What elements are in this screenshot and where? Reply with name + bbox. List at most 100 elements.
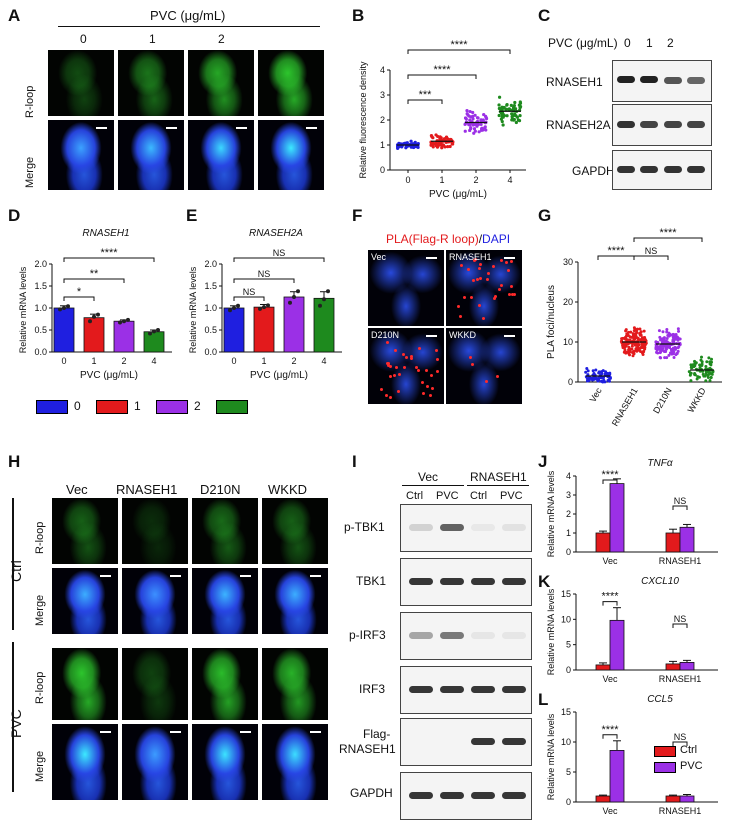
- band: [687, 121, 705, 128]
- data-point: [665, 330, 669, 334]
- data-point: [483, 125, 487, 129]
- x-axis-label: PVC (μg/mL): [429, 189, 487, 200]
- significance-bracket: [672, 623, 688, 628]
- y-tick-label: 4: [566, 471, 571, 481]
- band: [687, 77, 705, 84]
- y-tick-label: 3: [380, 90, 385, 100]
- band: [617, 166, 635, 173]
- panel-label-i: I: [352, 452, 357, 471]
- y-tick-label: 2.0: [204, 259, 217, 269]
- y-axis-label: Relative mRNA levels: [546, 713, 556, 800]
- pla-focus: [485, 380, 489, 384]
- pla-focus: [435, 369, 439, 373]
- panel-c-title: PVC (μg/mL): [548, 36, 618, 50]
- legend-label-2: 2: [194, 399, 201, 413]
- y-axis-label: Relative mRNA levels: [546, 470, 556, 557]
- pla-focus: [415, 365, 419, 369]
- data-point: [512, 118, 516, 122]
- data-point: [148, 331, 152, 336]
- data-point: [468, 118, 472, 122]
- y-tick-label: 1.5: [204, 281, 217, 291]
- panel-a-dose-2: 2: [218, 32, 225, 46]
- significance-label: ****: [433, 64, 451, 76]
- data-point: [673, 347, 677, 351]
- panel-f-label-d210n: D210N: [371, 330, 400, 340]
- significance-bracket: [233, 296, 265, 301]
- data-point: [482, 112, 486, 117]
- data-point: [665, 336, 669, 340]
- data-point: [96, 312, 100, 317]
- data-point: [635, 327, 639, 331]
- band: [502, 738, 526, 745]
- data-point: [661, 330, 665, 334]
- data-point: [602, 376, 606, 380]
- bar: [283, 296, 305, 353]
- panel-i-label-gapdh: GAPDH: [350, 786, 393, 800]
- x-tick-label: WKKD: [686, 386, 708, 415]
- panel-a-dose-0: 0: [80, 32, 87, 46]
- y-axis-label: Relative fluorescence density: [358, 61, 368, 179]
- data-point: [641, 352, 645, 356]
- data-point: [607, 378, 611, 382]
- bar-pvc: [679, 526, 695, 553]
- y-tick-label: 15: [561, 707, 571, 717]
- panel-label-d: D: [8, 206, 21, 225]
- data-point: [708, 371, 712, 375]
- data-point: [699, 358, 703, 362]
- bar-pvc: [609, 619, 625, 671]
- data-point: [504, 107, 509, 111]
- data-point: [693, 371, 697, 375]
- significance-label: NS: [674, 614, 687, 624]
- data-point: [627, 338, 631, 342]
- significance-label: NS: [243, 287, 256, 297]
- panel-a-dose-1: 1: [149, 32, 156, 46]
- data-point: [632, 335, 636, 339]
- scale-bar: [310, 731, 321, 733]
- significance-bracket: [633, 255, 669, 260]
- significance-label: NS: [258, 269, 271, 279]
- pla-focus: [507, 293, 511, 297]
- significance-label: NS: [674, 732, 687, 742]
- panel-h-ctrl-rloop-0: [52, 498, 118, 564]
- significance-bracket: [63, 257, 155, 262]
- y-tick-label: 0.0: [34, 347, 47, 357]
- bar-ctrl: [595, 664, 611, 671]
- significance-label: ****: [607, 245, 625, 257]
- significance-bracket: [602, 734, 618, 739]
- data-point: [505, 114, 509, 118]
- data-point: [585, 379, 589, 383]
- bar-pvc: [679, 795, 695, 803]
- band: [409, 792, 433, 799]
- scale-bar: [310, 575, 321, 577]
- x-tick-label: D210N: [651, 386, 674, 415]
- panel-a-merge-image-2: [188, 120, 254, 190]
- data-point: [262, 305, 266, 310]
- band: [471, 524, 495, 531]
- bar-pvc: [679, 662, 695, 671]
- y-tick-label: 0.5: [204, 325, 217, 335]
- data-point: [444, 135, 449, 140]
- band: [471, 686, 495, 693]
- legend-label-ctrl: Ctrl: [680, 744, 698, 756]
- data-point: [600, 371, 604, 375]
- band: [471, 632, 495, 639]
- bar-pvc: [609, 750, 625, 803]
- pla-focus: [389, 375, 393, 379]
- bar: [83, 317, 105, 353]
- panel-label-e: E: [186, 206, 198, 225]
- bar-ctrl: [665, 663, 681, 671]
- data-point: [586, 369, 590, 373]
- data-point: [118, 320, 122, 325]
- data-point: [296, 289, 300, 294]
- y-tick-label: 1.0: [34, 303, 47, 313]
- pla-focus: [509, 260, 513, 264]
- band: [664, 77, 682, 84]
- data-point: [430, 135, 434, 139]
- y-tick-label: 0: [380, 165, 385, 175]
- data-point: [658, 345, 662, 349]
- chart-title: TNFα: [647, 458, 672, 469]
- data-point: [674, 337, 678, 341]
- pla-focus: [417, 368, 421, 372]
- panel-h-ctrl-merge-2: [192, 568, 258, 634]
- panel-f-label-vec: Vec: [371, 252, 387, 262]
